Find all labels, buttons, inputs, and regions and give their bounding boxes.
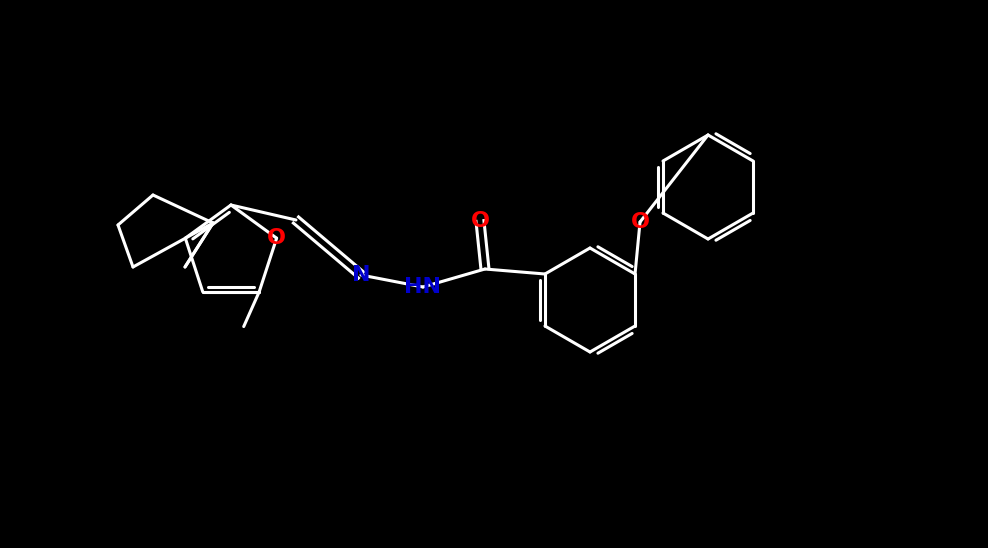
Text: O: O <box>470 211 489 231</box>
Text: HN: HN <box>404 277 442 297</box>
Text: O: O <box>630 212 649 232</box>
Text: O: O <box>267 228 287 248</box>
Text: N: N <box>352 265 370 285</box>
